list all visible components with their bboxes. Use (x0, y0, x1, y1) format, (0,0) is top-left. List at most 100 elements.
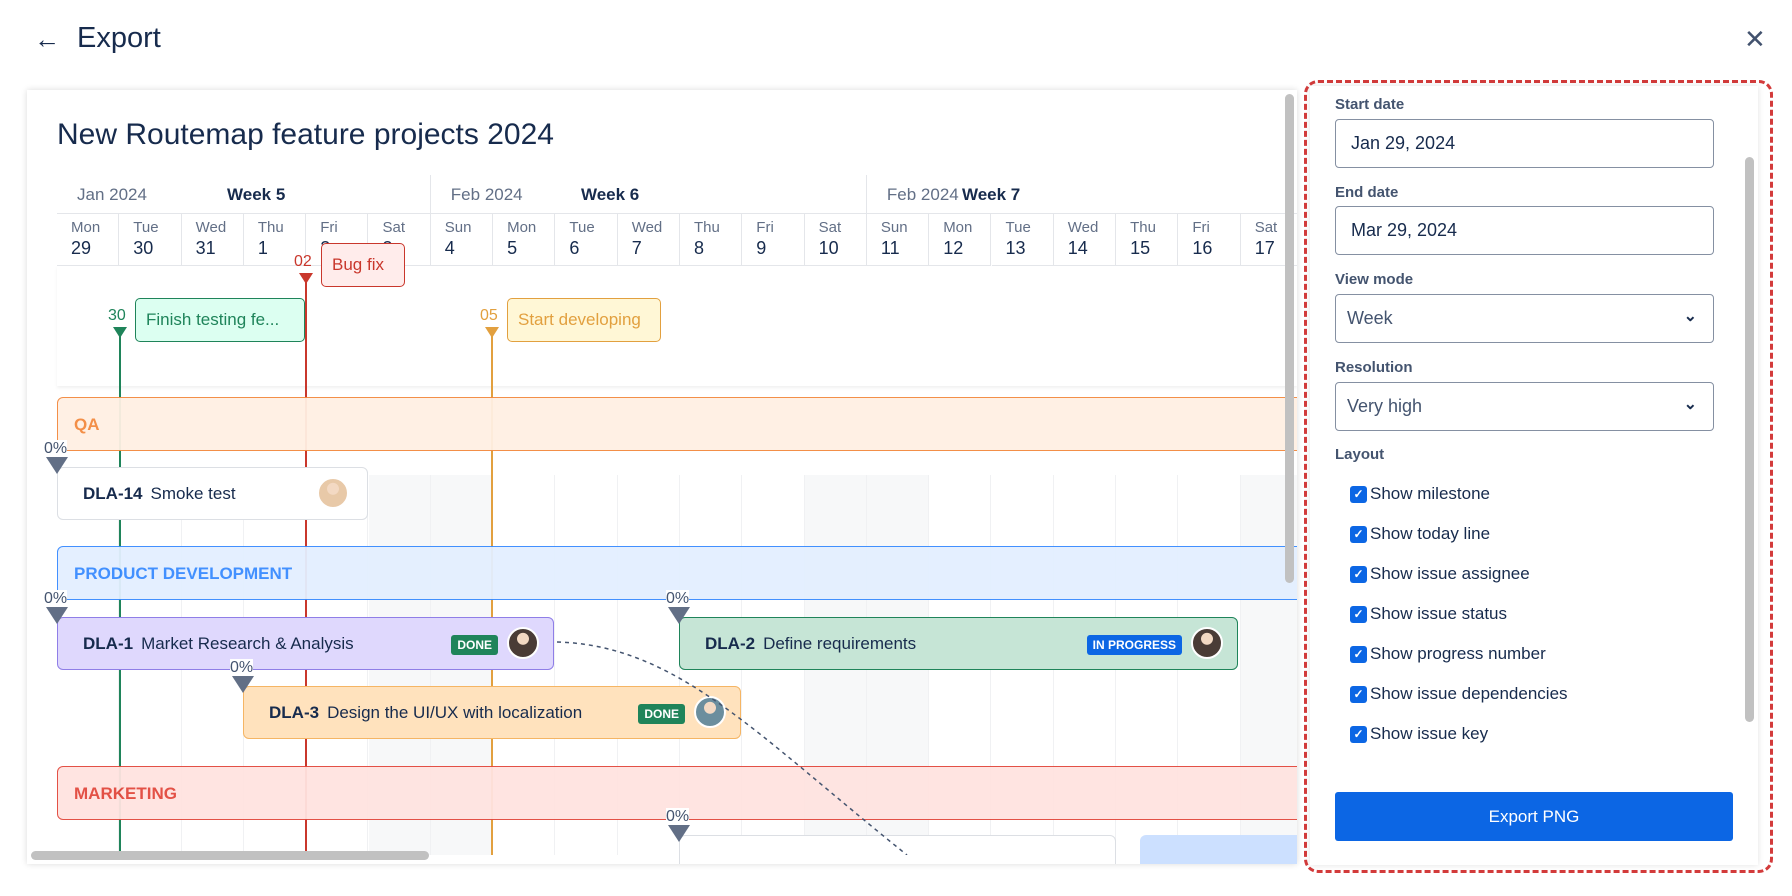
milestone-marker-icon (113, 327, 127, 338)
resolution-select[interactable]: Very high ⌄ (1335, 382, 1714, 431)
day-of-week: Tue (133, 219, 159, 236)
checkbox-show-milestone[interactable]: ✓ (1350, 486, 1367, 503)
page-title: Export (77, 22, 161, 54)
issue-bar[interactable]: DLA-14 Smoke test (57, 467, 368, 520)
group-qa[interactable]: QA (57, 397, 1297, 451)
end-date-label: End date (1335, 184, 1399, 201)
checkbox-show-issue-key[interactable]: ✓ (1350, 726, 1367, 743)
checkbox-label: Show issue key (1370, 724, 1489, 743)
day-header: Sun 4 (430, 214, 494, 266)
day-header: Mon 29 (57, 214, 120, 266)
progress-label: 0% (44, 590, 68, 608)
checkbox-show-progress-number[interactable]: ✓ (1350, 646, 1367, 663)
day-number: 13 (1005, 238, 1026, 258)
day-of-week: Fri (756, 219, 774, 236)
view-mode-select[interactable]: Week ⌄ (1335, 294, 1714, 343)
layout-label: Layout (1335, 446, 1385, 463)
checkbox-label: Show milestone (1370, 484, 1491, 503)
month-label: Feb 2024 (886, 185, 959, 204)
close-icon[interactable]: ✕ (1744, 24, 1766, 54)
day-number: 1 (257, 238, 268, 258)
end-date-input[interactable]: Mar 29, 2024 (1335, 206, 1714, 255)
day-of-week: Thu (694, 219, 720, 236)
milestone-1[interactable]: Bug fix (321, 243, 405, 287)
resolution-value: Very high (1347, 396, 1423, 416)
day-header: Wed 7 (617, 214, 680, 266)
grid-column (1178, 475, 1241, 855)
issue-key: DLA-3 (269, 702, 320, 722)
export-settings-panel: Start date Jan 29, 2024 End date Mar 29,… (1310, 86, 1758, 865)
checkbox-label: Show issue dependencies (1370, 684, 1568, 703)
checkbox-label: Show issue assignee (1370, 564, 1530, 583)
checkbox-show-today-line[interactable]: ✓ (1350, 526, 1367, 543)
chevron-down-icon: ⌄ (1683, 396, 1697, 413)
day-header: Tue 13 (991, 214, 1054, 266)
day-of-week: Wed (1067, 219, 1099, 236)
issue-bar[interactable]: DLA-3 Design the UI/UX with localization D… (243, 686, 741, 739)
checkbox-show-issue-dependencies[interactable]: ✓ (1350, 686, 1367, 703)
checkbox-label: Show progress number (1370, 644, 1546, 663)
day-number: 4 (444, 238, 455, 258)
checkbox-show-issue-status[interactable]: ✓ (1350, 606, 1367, 623)
status-badge: DONE (638, 704, 685, 724)
start-date-label: Start date (1335, 96, 1405, 113)
issue-bar[interactable]: DLA-2 Define requirements IN PROGRESS (679, 617, 1238, 670)
week-header: Feb 2024 Week 7 (866, 175, 1297, 214)
status-badge: IN PROGRESS (1086, 635, 1182, 655)
milestone-marker-icon (485, 327, 499, 338)
day-of-week: Tue (1005, 219, 1031, 236)
progress-marker-icon (668, 825, 690, 842)
day-of-week: Sun (444, 219, 472, 236)
day-number: 9 (756, 238, 767, 258)
progress-label: 0% (44, 440, 68, 458)
assignee-avatar (1191, 627, 1223, 659)
day-number: 30 (133, 238, 154, 258)
day-header: Sat 10 (804, 214, 867, 266)
start-date-input[interactable]: Jan 29, 2024 (1335, 119, 1714, 168)
export-png-button[interactable]: Export PNG (1335, 792, 1733, 841)
checkbox-label: Show issue status (1370, 604, 1508, 623)
day-of-week: Thu (257, 219, 284, 236)
checkbox-show-issue-assignee[interactable]: ✓ (1350, 566, 1367, 583)
day-of-week: Sat (818, 219, 842, 236)
vertical-scrollbar[interactable] (1285, 94, 1294, 583)
month-label: Jan 2024 (77, 185, 147, 204)
milestone-2[interactable]: Finish testing fe... (135, 298, 305, 342)
month-label: Feb 2024 (450, 185, 523, 204)
progress-label: 0% (666, 590, 690, 608)
issue-key: DLA-14 (83, 483, 143, 503)
week-header: Feb 2024 Week 6 (430, 175, 867, 214)
day-header: Thu 15 (1116, 214, 1179, 266)
view-mode-value: Week (1347, 308, 1393, 328)
milestone-date: 05 (480, 307, 498, 324)
progress-label: 0% (230, 659, 254, 677)
day-number: 16 (1192, 238, 1213, 258)
assignee-avatar (507, 627, 539, 659)
issue-bar[interactable] (679, 835, 1116, 864)
milestone-3[interactable]: Start developing (507, 298, 661, 342)
progress-label: 0% (666, 808, 690, 826)
issue-summary: Design the UI/UX with localization (327, 702, 583, 722)
day-header: Sun 11 (866, 214, 930, 266)
milestone-date: 02 (294, 253, 312, 270)
issue-bar[interactable]: DLA-1 Market Research & Analysis DONE (57, 617, 554, 670)
week-header: Jan 2024 Week 5 (57, 175, 431, 214)
issue-bar[interactable] (1140, 835, 1297, 864)
issue-summary: Define requirements (763, 633, 917, 653)
day-of-week: Tue (569, 219, 595, 236)
panel-scrollbar[interactable] (1745, 157, 1754, 722)
milestone-date: 30 (108, 307, 126, 324)
progress-marker-icon (668, 607, 690, 624)
day-number: 17 (1254, 238, 1275, 258)
highlight-border (1304, 80, 1773, 873)
day-header: Wed 14 (1053, 214, 1117, 266)
back-arrow-icon[interactable]: ← (34, 24, 60, 54)
day-of-week: Mon (507, 219, 537, 236)
day-number: 6 (569, 238, 580, 258)
day-of-week: Sun (880, 219, 908, 236)
horizontal-scrollbar[interactable] (31, 851, 429, 860)
day-number: 7 (631, 238, 642, 258)
day-of-week: Sat (1254, 219, 1278, 236)
day-of-week: Wed (631, 219, 663, 236)
day-header: Fri 9 (742, 214, 805, 266)
